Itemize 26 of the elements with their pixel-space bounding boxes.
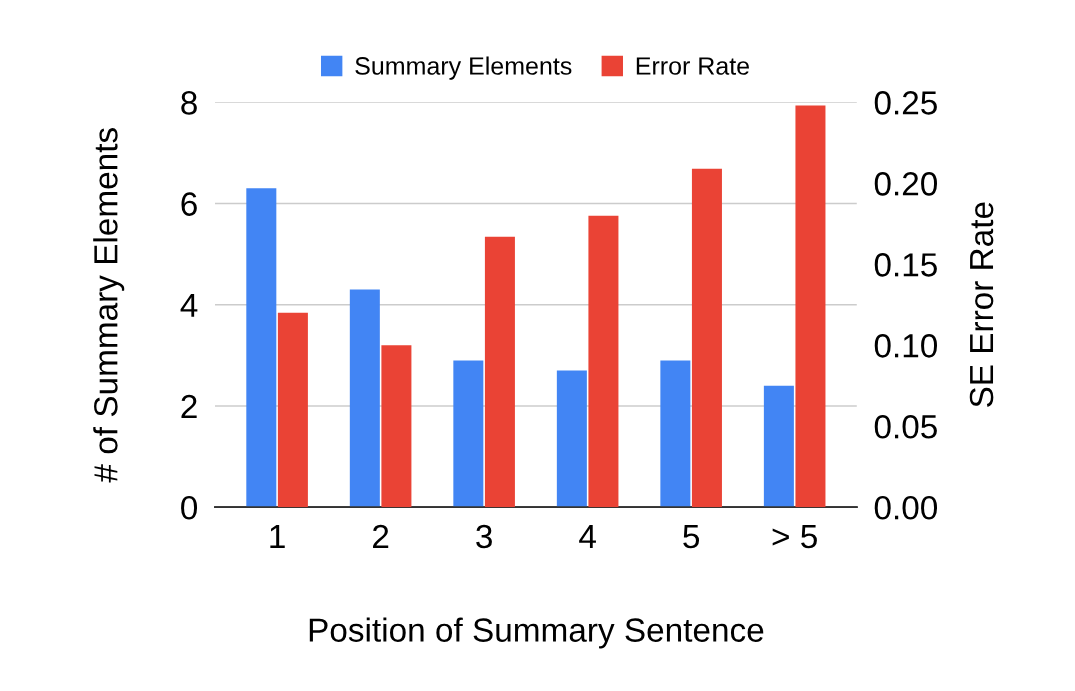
legend-label: Summary Elements (355, 56, 572, 80)
y2-axis-title: SE Error Rate (969, 202, 994, 407)
y-tick-label: 0 (181, 496, 198, 520)
y2-tick-label: 0.25 (874, 91, 937, 115)
bar (588, 215, 619, 508)
y2-tick-label: 0.10 (874, 334, 938, 358)
x-tick-label: 4 (579, 525, 596, 549)
x-tick-label: 1 (270, 525, 285, 549)
y2-tick-label: 0.05 (874, 415, 937, 439)
y-tick-label: 4 (180, 293, 198, 317)
x-tick-label: 5 (683, 525, 700, 549)
y-axis-title: # of Summary Elements (93, 128, 125, 483)
bar (691, 168, 722, 508)
x-axis-title: Position of Summary Sentence (309, 617, 764, 649)
x-tick-label: > 5 (772, 525, 817, 549)
y2-tick-label: 0.15 (874, 253, 937, 277)
bar (795, 105, 826, 508)
y2-tick-label: 0.20 (874, 172, 938, 196)
y-tick-label: 2 (181, 394, 197, 419)
bar (763, 385, 794, 508)
legend-label: Error Rate (636, 57, 749, 75)
y2-tick-label: 0.00 (874, 496, 938, 520)
y-tick-label: 6 (181, 192, 197, 216)
x-tick-label: 2 (373, 524, 389, 549)
y-tick-label: 8 (181, 91, 197, 115)
x-tick-label: 3 (476, 524, 492, 549)
